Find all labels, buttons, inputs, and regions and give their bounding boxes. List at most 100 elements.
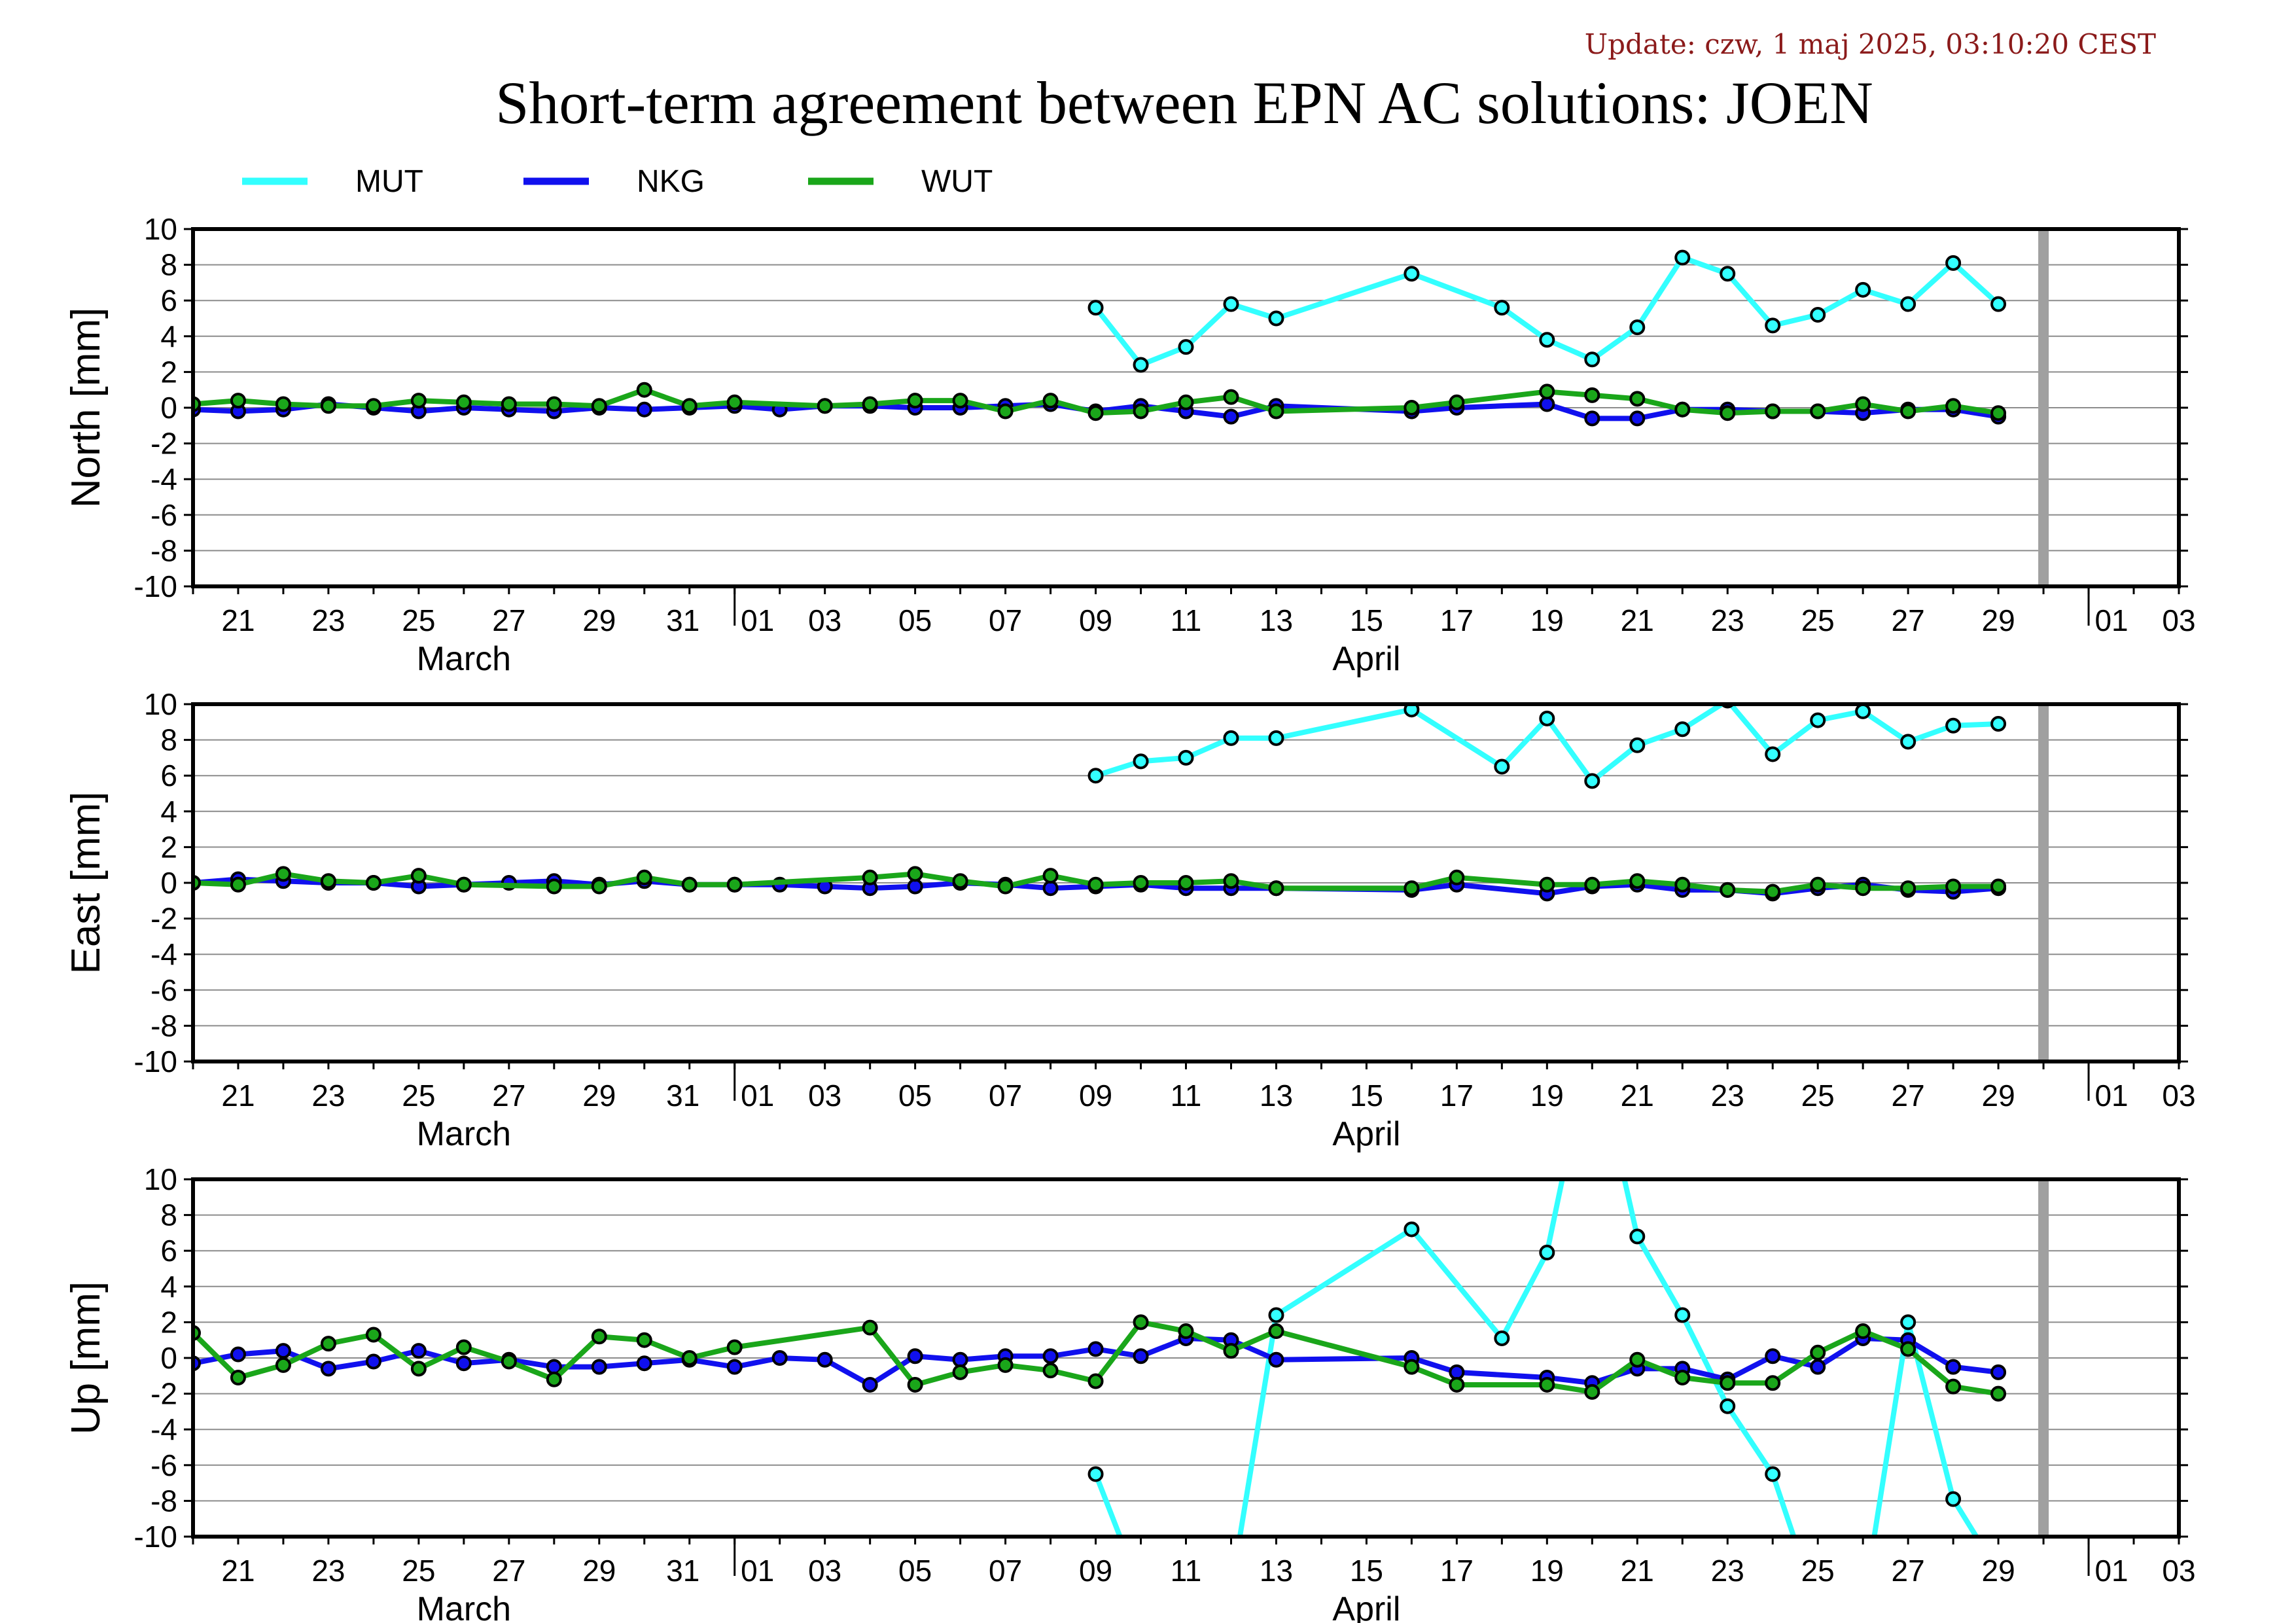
data-point-mut [1629, 1228, 1646, 1245]
y-tick-label: 10 [144, 1162, 177, 1196]
y-tick-label: -4 [150, 462, 177, 496]
data-point-mut [1629, 737, 1646, 753]
data-point-wut [726, 394, 743, 410]
data-point-wut [1042, 868, 1059, 884]
y-tick-label: -10 [134, 1044, 177, 1079]
data-point-mut [1945, 717, 1962, 734]
y-tick-label: -8 [150, 1484, 177, 1518]
x-tick-label: 23 [311, 1079, 345, 1113]
data-point-nkg [365, 1353, 381, 1370]
data-point-wut [591, 1329, 607, 1345]
data-point-nkg [1042, 880, 1059, 897]
data-point-wut [1087, 876, 1104, 893]
data-point-wut [681, 1350, 698, 1366]
data-point-wut [320, 873, 336, 889]
data-point-mut [1720, 266, 1736, 282]
data-point-wut [726, 1339, 743, 1355]
x-tick-label: 01 [2094, 1554, 2128, 1588]
data-point-mut [1629, 319, 1646, 336]
x-tick-label: 29 [1982, 1554, 2015, 1588]
data-point-wut [952, 1364, 968, 1380]
x-tick-label: 13 [1260, 1079, 1293, 1113]
data-point-wut [1087, 1373, 1104, 1389]
data-point-wut [1449, 869, 1465, 885]
data-point-mut [1539, 332, 1555, 348]
data-point-wut [1042, 1363, 1059, 1379]
data-point-wut [410, 393, 427, 409]
x-tick-label: 19 [1530, 1554, 1564, 1588]
data-point-wut [681, 398, 698, 414]
data-point-nkg [817, 1351, 833, 1368]
data-point-wut [1539, 383, 1555, 400]
data-point-wut [1178, 394, 1194, 410]
y-tick-label: 0 [160, 391, 177, 425]
data-point-wut [230, 1370, 246, 1386]
data-point-wut [907, 866, 923, 882]
data-point-wut [817, 398, 833, 414]
x-tick-label: 27 [1892, 1554, 1925, 1588]
y-tick-label: 2 [160, 355, 177, 389]
data-point-wut [1945, 1378, 1962, 1395]
x-tick-label: 25 [402, 603, 435, 637]
data-point-wut [1539, 876, 1555, 893]
data-point-mut [1494, 300, 1510, 316]
data-point-nkg [410, 1343, 427, 1359]
data-point-wut [275, 1357, 291, 1373]
y-tick-label: 10 [144, 687, 177, 721]
data-point-nkg [1223, 408, 1239, 425]
legend-label: NKG [637, 164, 705, 199]
data-point-wut [546, 1371, 562, 1387]
data-point-mut [1900, 1314, 1916, 1330]
data-point-wut [1133, 875, 1149, 891]
month-label: April [1332, 1115, 1400, 1153]
data-point-wut [1900, 1341, 1916, 1357]
y-tick-label: -6 [150, 973, 177, 1007]
data-point-wut [952, 393, 968, 409]
series-wut [193, 382, 2007, 421]
y-tick-label: 8 [160, 248, 177, 282]
data-point-wut [726, 876, 743, 893]
data-point-wut [1404, 880, 1420, 897]
x-tick-label: 27 [1892, 1079, 1925, 1113]
data-point-wut [1720, 882, 1736, 898]
x-tick-label: 31 [666, 603, 699, 637]
x-tick-label: 21 [221, 1079, 255, 1113]
y-tick-label: -8 [150, 1008, 177, 1043]
data-point-wut [1810, 1344, 1826, 1361]
x-tick-label: 01 [741, 1554, 774, 1588]
data-point-wut [1449, 1376, 1465, 1393]
y-tick-label: 4 [160, 319, 177, 353]
x-tick-label: 23 [1711, 603, 1744, 637]
data-point-wut [636, 382, 652, 398]
x-tick-label: 17 [1440, 603, 1474, 637]
data-point-wut [1629, 391, 1646, 407]
series-line-mut [1095, 704, 1999, 784]
data-point-mut [1990, 296, 2007, 312]
data-point-mut [1945, 1491, 1962, 1507]
data-point-wut [1900, 880, 1916, 897]
data-point-mut [1674, 249, 1691, 266]
x-tick-label: 03 [808, 1079, 841, 1113]
data-point-wut [1720, 405, 1736, 421]
data-point-mut [1810, 712, 1826, 728]
data-point-wut [1223, 873, 1239, 889]
x-tick-label: 05 [898, 1079, 932, 1113]
legend-entry-wut: WUT [808, 164, 993, 199]
data-point-wut [1042, 393, 1059, 409]
y-tick-label: 2 [160, 830, 177, 864]
data-point-mut [1223, 296, 1239, 312]
data-point-wut [1990, 878, 2007, 895]
data-point-mut [1404, 1221, 1420, 1238]
y-tick-label: 4 [160, 1270, 177, 1304]
data-point-wut [862, 869, 878, 885]
data-point-wut [1900, 403, 1916, 419]
series-line-mut [1093, 255, 2000, 368]
x-tick-label: 23 [311, 1554, 345, 1588]
x-tick-label: 25 [1801, 603, 1835, 637]
data-point-wut [320, 398, 336, 414]
data-point-mut [1855, 704, 1871, 719]
y-tick-label: -2 [150, 902, 177, 936]
data-point-mut [1674, 1307, 1691, 1323]
month-label: March [417, 640, 511, 678]
